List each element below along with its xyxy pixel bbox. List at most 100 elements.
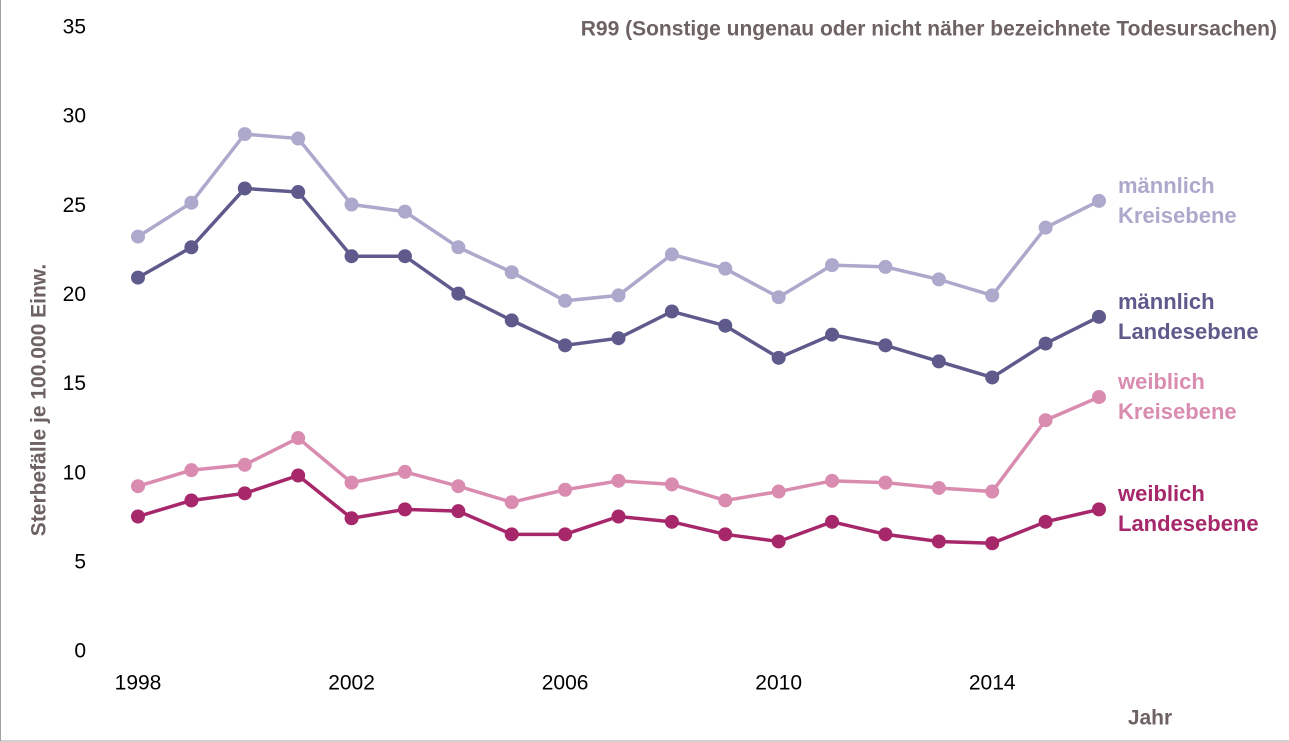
x-axis-label: Jahr [1128,707,1172,730]
data-point [878,259,893,274]
data-point [825,327,840,342]
series-label: weiblich Landesebene [1118,481,1259,537]
data-point [558,482,573,497]
data-point [451,479,466,494]
data-point [397,464,412,479]
data-point [237,127,252,142]
data-point [664,304,679,319]
x-tick-label: 1998 [115,672,162,695]
y-tick-label: 15 [63,372,86,395]
data-point [878,527,893,542]
data-point [825,514,840,529]
data-point [878,475,893,490]
data-point [291,468,306,483]
y-tick-label: 35 [63,16,86,39]
data-point [611,331,626,346]
data-point [771,484,786,499]
data-point [397,249,412,264]
data-point [718,527,733,542]
data-point [931,272,946,287]
data-point [504,495,519,510]
data-point [344,511,359,526]
data-point [718,493,733,508]
data-point [237,457,252,472]
data-point [1092,309,1106,324]
series-label-box: weiblich Kreisebene [1118,369,1237,425]
data-point [504,313,519,328]
x-tick-label: 2006 [542,672,589,695]
data-point [664,477,679,492]
data-point [291,185,306,200]
data-point [558,293,573,308]
data-point [771,534,786,549]
y-tick-label: 30 [63,105,86,128]
data-point [184,195,199,210]
data-point [131,509,145,524]
series-label: weiblich Kreisebene [1118,369,1237,425]
y-tick-label: 0 [74,640,86,663]
data-point [131,229,145,244]
data-point [1092,502,1106,517]
data-point [344,475,359,490]
data-point [931,480,946,495]
data-point [131,270,145,285]
data-point [985,288,1000,303]
data-point [131,479,145,494]
series-label-box: weiblich Landesebene [1118,481,1259,537]
series-label-box: männlich Kreisebene [1118,173,1237,228]
series-label: männlich Landesebene [1118,288,1259,344]
data-point [1038,514,1053,529]
series-line [137,132,1100,303]
data-point [771,350,786,365]
y-tick-label: 25 [63,194,86,217]
data-point [1092,193,1106,208]
data-point [558,527,573,542]
data-point [1092,390,1106,405]
data-point [611,473,626,488]
x-tick-label: 2002 [328,672,375,695]
y-axis-label: Sterbefälle je 100.000 Einw. [28,264,51,536]
y-tick-label: 20 [63,283,86,306]
data-point [1038,413,1053,428]
data-point [291,431,306,446]
data-point [931,534,946,549]
data-point [985,484,1000,499]
data-point [397,502,412,517]
data-point [451,504,466,519]
data-point [1038,336,1053,351]
data-point [558,338,573,353]
x-tick-label: 2014 [969,672,1016,695]
data-point [451,240,466,255]
chart-title: R99 (Sonstige ungenau oder nicht näher b… [581,18,1277,41]
data-point [985,536,1000,551]
data-point [237,181,252,196]
data-point [237,486,252,501]
data-point [184,493,199,508]
data-point [771,290,786,305]
data-point [504,265,519,280]
data-point [291,131,306,146]
data-point [825,258,840,273]
data-point [664,247,679,262]
data-point [344,197,359,212]
data-point [611,509,626,524]
series-label-box: männlich Landesebene [1118,288,1259,344]
data-point [931,354,946,369]
data-point [611,288,626,303]
data-point [664,514,679,529]
data-point [184,463,199,478]
data-point [1038,220,1053,235]
data-point [504,527,519,542]
data-point [184,240,199,255]
data-point [718,318,733,333]
data-point [451,286,466,301]
data-point [344,249,359,264]
y-tick-label: 10 [63,461,86,484]
y-tick-label: 5 [74,550,86,573]
data-point [985,370,1000,385]
data-point [397,204,412,219]
data-point [878,338,893,353]
data-point [718,261,733,276]
